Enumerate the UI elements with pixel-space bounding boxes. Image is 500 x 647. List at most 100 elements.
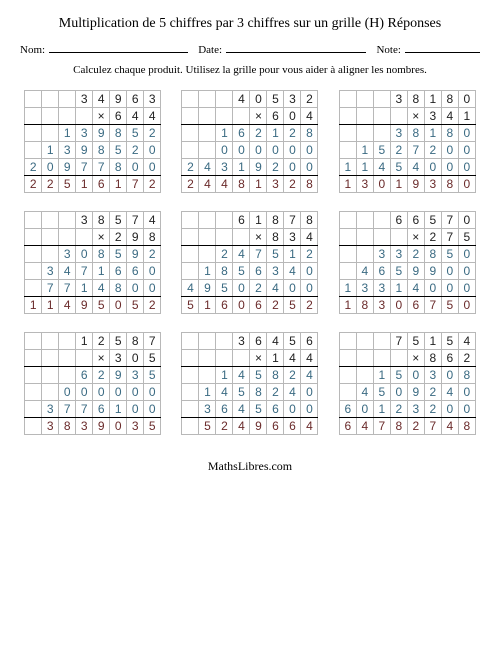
grid-cell: 4 xyxy=(284,350,301,367)
grid-cell xyxy=(199,229,216,246)
grid-cell: 1 xyxy=(250,212,267,229)
grid-cell: 4 xyxy=(301,418,318,435)
grid-cell xyxy=(25,401,42,418)
grid-cell: 1 xyxy=(42,297,59,314)
grid-cell: 5 xyxy=(182,297,199,314)
grid-cell: 7 xyxy=(127,212,144,229)
grid-cell: 5 xyxy=(110,212,127,229)
grid-cell: 9 xyxy=(127,246,144,263)
grid-cell: 6 xyxy=(127,263,144,280)
grid-cell: 3 xyxy=(356,280,373,297)
grid-cell: × xyxy=(93,350,110,367)
grid-cell xyxy=(182,125,199,142)
grid-cell xyxy=(339,91,356,108)
instruction-text: Calculez chaque produit. Utilisez la gri… xyxy=(20,64,480,76)
grid-cell: 4 xyxy=(233,367,250,384)
grid-cell: 0 xyxy=(144,142,161,159)
grid-cell xyxy=(216,350,233,367)
grid-cell: 0 xyxy=(144,401,161,418)
grid-cell: 1 xyxy=(339,280,356,297)
grid-cell: × xyxy=(93,108,110,125)
grid-cell: 0 xyxy=(390,297,407,314)
grid-cell: 2 xyxy=(424,142,441,159)
grid-cell: 8 xyxy=(458,418,475,435)
grid-cell: 4 xyxy=(93,91,110,108)
grid-cell: 4 xyxy=(458,333,475,350)
grid-cell: 6 xyxy=(76,367,93,384)
grid-cell: 7 xyxy=(441,229,458,246)
grid-cell: 6 xyxy=(267,418,284,435)
grid-cell: 3 xyxy=(42,418,59,435)
grid-cell: 1 xyxy=(76,176,93,193)
grid-cell: 1 xyxy=(216,125,233,142)
grid-cell: 7 xyxy=(127,176,144,193)
grid-cell: 4 xyxy=(301,367,318,384)
grid-cell xyxy=(42,333,59,350)
grid-cell: 1 xyxy=(390,280,407,297)
grid-cell xyxy=(182,263,199,280)
grid-cell xyxy=(339,246,356,263)
grid-cell: 4 xyxy=(284,384,301,401)
grid-cell: 0 xyxy=(458,297,475,314)
grid-cell xyxy=(42,125,59,142)
grid-cell: 1 xyxy=(267,350,284,367)
grid-cell: 0 xyxy=(127,159,144,176)
grid-cell xyxy=(390,350,407,367)
grid-cell: 1 xyxy=(373,401,390,418)
grid-cell: 0 xyxy=(127,350,144,367)
grid-cell xyxy=(216,108,233,125)
grid-cell: 8 xyxy=(233,176,250,193)
grid-cell: 0 xyxy=(390,384,407,401)
grid-cell xyxy=(42,229,59,246)
grid-cell: 0 xyxy=(424,159,441,176)
grid-cell xyxy=(42,350,59,367)
mult-grid: 40532×6041621280000002431920024481328 xyxy=(181,90,318,193)
grid-cell: 5 xyxy=(110,142,127,159)
grid-cell: 8 xyxy=(267,212,284,229)
grid-cell: 2 xyxy=(267,297,284,314)
grid-cell: 5 xyxy=(127,297,144,314)
grid-cell: 0 xyxy=(373,176,390,193)
grid-cell: 7 xyxy=(144,333,161,350)
grid-cell xyxy=(182,108,199,125)
grid-cell xyxy=(339,229,356,246)
grid-cell: 0 xyxy=(441,159,458,176)
grid-cell xyxy=(25,263,42,280)
grid-cell xyxy=(182,367,199,384)
grid-cell: 9 xyxy=(250,418,267,435)
grid-cell xyxy=(59,229,76,246)
grid-cell: 4 xyxy=(199,176,216,193)
grid-cell: 5 xyxy=(373,384,390,401)
grid-cell: 9 xyxy=(93,418,110,435)
grid-cell: 9 xyxy=(110,367,127,384)
grid-cell xyxy=(59,333,76,350)
grid-cell xyxy=(25,418,42,435)
grid-cell xyxy=(233,108,250,125)
grid-cell: 8 xyxy=(424,350,441,367)
grid-cell: 6 xyxy=(216,401,233,418)
grid-cell: 1 xyxy=(233,159,250,176)
grid-cell: 6 xyxy=(93,176,110,193)
grid-cell: 4 xyxy=(441,418,458,435)
grid-cell: 6 xyxy=(441,350,458,367)
grid-cell: 8 xyxy=(390,418,407,435)
grid-cell: 4 xyxy=(233,91,250,108)
grid-cell: 0 xyxy=(144,280,161,297)
grid-cell: 3 xyxy=(424,367,441,384)
grid-cell: 2 xyxy=(301,246,318,263)
date-label: Date: xyxy=(198,44,222,56)
grid-cell: 0 xyxy=(458,142,475,159)
name-label: Nom: xyxy=(20,44,45,56)
grid-cell xyxy=(25,212,42,229)
grid-cell: 9 xyxy=(76,142,93,159)
date-line xyxy=(226,42,366,53)
grid-cell: 8 xyxy=(216,263,233,280)
grid-cell: 5 xyxy=(250,401,267,418)
grid-cell: 5 xyxy=(144,350,161,367)
grid-cell: 3 xyxy=(216,159,233,176)
grid-cell: 4 xyxy=(441,108,458,125)
grid-cell xyxy=(25,142,42,159)
grid-cell: 6 xyxy=(250,297,267,314)
grid-cell: 6 xyxy=(233,212,250,229)
grid-cell: 0 xyxy=(127,280,144,297)
